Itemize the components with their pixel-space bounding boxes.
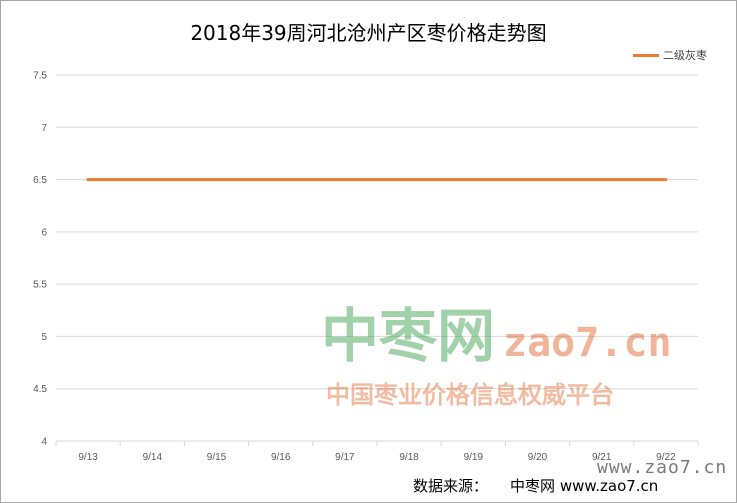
x-tick-label: 9/14 [143,452,163,463]
y-tick-label: 7 [41,123,47,134]
data-point [471,178,475,182]
data-point [279,178,283,182]
x-tick-label: 9/17 [335,452,355,463]
data-point [86,178,90,182]
corner-site-watermark: www.zao7.cn [597,457,728,478]
legend: 二级灰枣 [633,47,707,63]
x-tick-label: 9/20 [528,452,548,463]
y-axis: 4 4.5 5 5.5 6 6.5 7 7.5 [33,71,47,448]
source-name: 中枣网 [510,477,556,495]
data-point [150,178,154,182]
watermark-site: zao7.cn [503,320,672,366]
y-tick-label: 6 [41,227,47,238]
data-point [407,178,411,182]
data-point [215,178,218,182]
data-source: 数据来源： 中枣网 www.zao7.cn [413,475,658,496]
source-url: www.zao7.cn [559,477,659,495]
data-point [536,178,539,182]
y-tick-label: 4.5 [33,384,47,395]
y-tick-label: 5 [41,332,47,343]
x-tick-label: 9/15 [207,452,227,463]
watermark-logo: 中枣网 [321,302,495,370]
y-tick-label: 4 [41,437,47,448]
x-tick-label: 9/21 [592,452,612,463]
y-tick-label: 6.5 [33,175,47,186]
data-point [343,178,347,182]
x-tick-label: 9/16 [271,452,291,463]
chart-title: 2018年39周河北沧州产区枣价格走势图 [190,21,547,45]
data-point [600,178,604,182]
y-tick-label: 7.5 [33,71,47,82]
source-label: 数据来源： [413,477,489,495]
y-tick-label: 5.5 [33,280,47,291]
series-lines [86,178,668,182]
legend-swatch [633,53,659,57]
watermark-slogan: 中国枣业价格信息权威平台 [326,381,614,409]
x-axis: 9/13 9/14 9/15 9/16 9/17 9/18 9/19 9/20 9/21 9/22 [55,440,699,463]
x-tick-label: 9/22 [656,452,676,463]
watermark: 中枣网 zao7.cn 中国枣业价格信息权威平台 [321,302,672,409]
x-tick-label: 9/18 [399,452,419,463]
legend-label: 二级灰枣 [663,49,707,62]
x-tick-label: 9/13 [78,452,98,463]
x-tick-label: 9/19 [464,452,484,463]
data-point [664,178,668,182]
